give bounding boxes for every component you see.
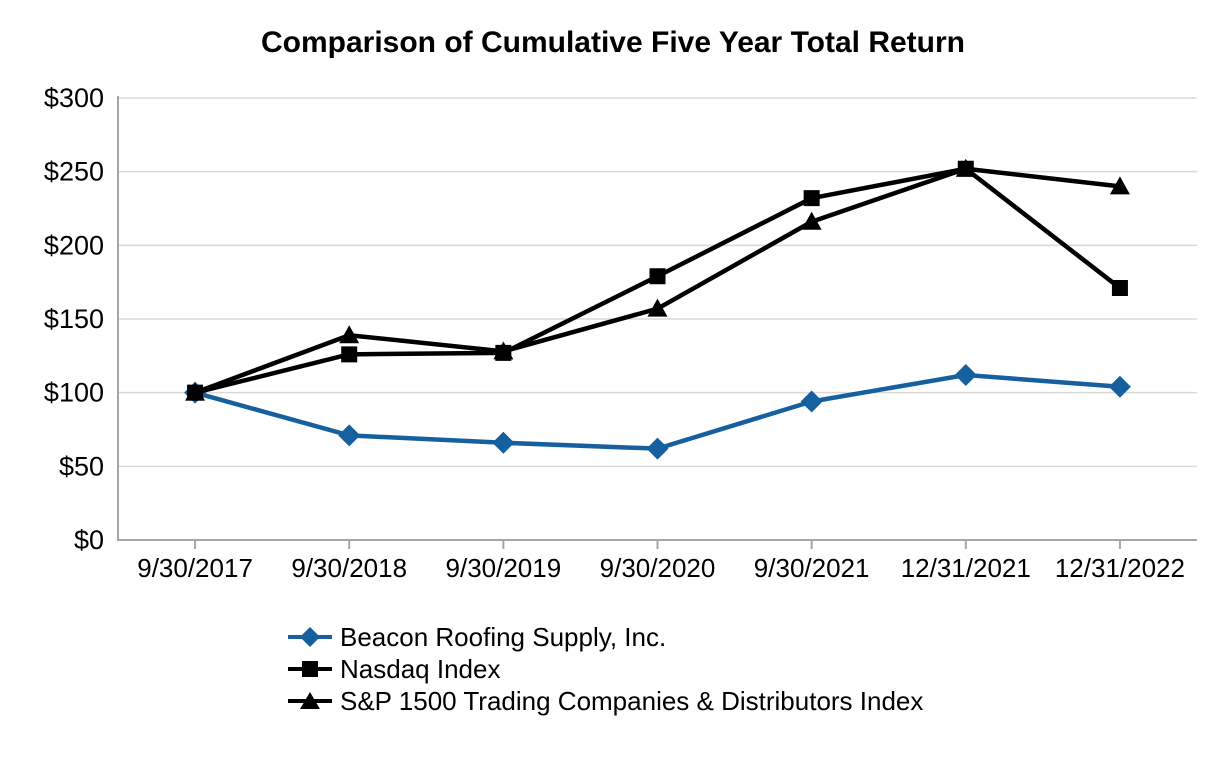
legend: Beacon Roofing Supply, Inc. Nasdaq Index…	[286, 621, 923, 717]
marker-triangle-s-p-1500-trading-companies-distributors-index	[339, 325, 360, 344]
legend-square-marker-icon	[288, 661, 332, 677]
legend-item-sp1500-index: S&P 1500 Trading Companies & Distributor…	[286, 685, 923, 717]
x-axis-label: 9/30/2020	[600, 553, 716, 583]
marker-square-nasdaq-index	[187, 384, 204, 401]
y-axis-label: $100	[44, 378, 104, 408]
marker-square-nasdaq-index	[957, 160, 974, 177]
legend-label: Beacon Roofing Supply, Inc.	[340, 621, 667, 652]
y-axis-label: $0	[74, 525, 104, 555]
marker-square-nasdaq-index	[341, 346, 358, 363]
legend-label: Nasdaq Index	[340, 653, 501, 684]
y-axis-label: $250	[44, 157, 104, 187]
marker-diamond-beacon-roofing-supply-inc	[338, 424, 361, 447]
marker-triangle-s-p-1500-trading-companies-distributors-index	[1109, 176, 1130, 195]
legend-diamond-marker-icon	[288, 627, 332, 647]
y-axis-label: $50	[59, 451, 104, 481]
legend-item-nasdaq-index: Nasdaq Index	[286, 653, 923, 685]
marker-diamond-beacon-roofing-supply-inc	[646, 437, 669, 460]
marker-square-nasdaq-index	[649, 268, 666, 285]
marker-square-nasdaq-index	[495, 344, 512, 361]
legend-triangle-marker-icon	[288, 692, 332, 709]
x-axis-label: 9/30/2017	[137, 553, 253, 583]
y-axis-label: $200	[44, 230, 104, 260]
x-axis-label: 9/30/2018	[291, 553, 407, 583]
marker-diamond-beacon-roofing-supply-inc	[800, 390, 823, 413]
x-axis-label: 9/30/2019	[446, 553, 562, 583]
x-axis-label: 12/31/2021	[901, 553, 1031, 583]
legend-item-beacon-roofing-supply: Beacon Roofing Supply, Inc.	[286, 621, 923, 653]
marker-square-nasdaq-index	[803, 190, 820, 207]
marker-triangle-s-p-1500-trading-companies-distributors-index	[801, 211, 822, 230]
y-axis-label: $150	[44, 304, 104, 334]
y-axis-label: $300	[44, 83, 104, 113]
x-axis-label: 9/30/2021	[754, 553, 870, 583]
series-line-beacon-roofing-supply-inc	[194, 372, 1121, 451]
marker-diamond-beacon-roofing-supply-inc	[954, 363, 977, 386]
chart-title: Comparison of Cumulative Five Year Total…	[260, 26, 966, 59]
marker-triangle-s-p-1500-trading-companies-distributors-index	[647, 298, 668, 317]
marker-square-nasdaq-index	[1111, 280, 1128, 297]
marker-diamond-beacon-roofing-supply-inc	[1108, 375, 1131, 398]
x-axis-label: 12/31/2022	[1055, 553, 1185, 583]
marker-diamond-beacon-roofing-supply-inc	[492, 431, 515, 454]
legend-label: S&P 1500 Trading Companies & Distributor…	[340, 685, 924, 716]
